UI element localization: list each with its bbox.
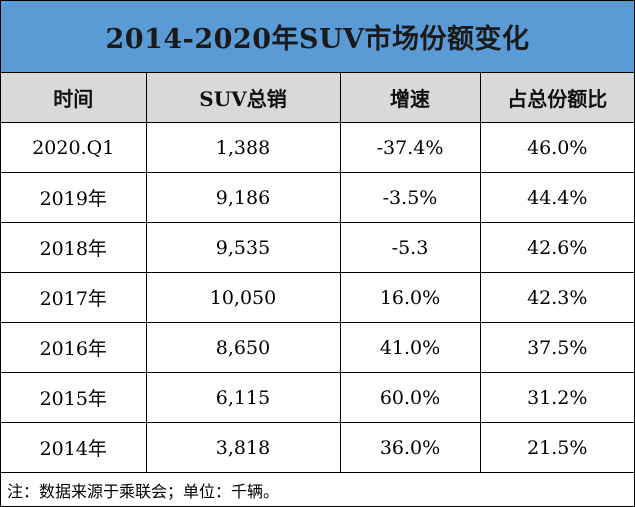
cell-growth: 36.0% (339, 422, 481, 473)
table-title: 2014-2020年SUV市场份额变化 (1, 1, 634, 73)
cell-suv-sales: 6,115 (145, 372, 341, 423)
cell-time: 2015年 (1, 372, 147, 423)
cell-share: 46.0% (479, 122, 634, 173)
table-row: 2017年 10,050 16.0% 42.3% (1, 272, 634, 323)
cell-growth: -3.5% (339, 172, 481, 223)
cell-suv-sales: 10,050 (145, 272, 341, 323)
cell-suv-sales: 9,186 (145, 172, 341, 223)
table-row: 2014年 3,818 36.0% 21.5% (1, 422, 634, 473)
cell-time: 2016年 (1, 322, 147, 373)
cell-time: 2020.Q1 (1, 122, 147, 173)
header-share: 占总份额比 (479, 73, 634, 123)
table-row: 2018年 9,535 -5.3 42.6% (1, 222, 634, 273)
cell-suv-sales: 8,650 (145, 322, 341, 373)
table-row: 2015年 6,115 60.0% 31.2% (1, 372, 634, 423)
cell-growth: 60.0% (339, 372, 481, 423)
cell-share: 42.3% (479, 272, 634, 323)
cell-time: 2017年 (1, 272, 147, 323)
cell-share: 44.4% (479, 172, 634, 223)
source-note: 注：数据来源于乘联会；单位：千辆。 (7, 482, 280, 501)
cell-time: 2019年 (1, 172, 147, 223)
header-time: 时间 (1, 73, 147, 123)
cell-growth: -37.4% (339, 122, 481, 173)
cell-suv-sales: 3,818 (145, 422, 341, 473)
table-row: 2020.Q1 1,388 -37.4% 46.0% (1, 122, 634, 173)
cell-suv-sales: 9,535 (145, 222, 341, 273)
table-row: 2019年 9,186 -3.5% 44.4% (1, 172, 634, 223)
cell-time: 2018年 (1, 222, 147, 273)
cell-share: 37.5% (479, 322, 634, 373)
cell-time: 2014年 (1, 422, 147, 473)
cell-suv-sales: 1,388 (145, 122, 341, 173)
cell-growth: -5.3 (339, 222, 481, 273)
suv-share-table: 时间 SUV总销 增速 占总份额比 2020.Q1 1,388 -37.4% 4… (1, 73, 634, 473)
cell-growth: 41.0% (339, 322, 481, 373)
header-suv-sales: SUV总销 (145, 73, 341, 123)
cell-share: 21.5% (479, 422, 634, 473)
cell-share: 31.2% (479, 372, 634, 423)
header-growth: 增速 (339, 73, 481, 123)
cell-share: 42.6% (479, 222, 634, 273)
header-row: 时间 SUV总销 增速 占总份额比 (1, 73, 634, 123)
cell-growth: 16.0% (339, 272, 481, 323)
table-row: 2016年 8,650 41.0% 37.5% (1, 322, 634, 373)
